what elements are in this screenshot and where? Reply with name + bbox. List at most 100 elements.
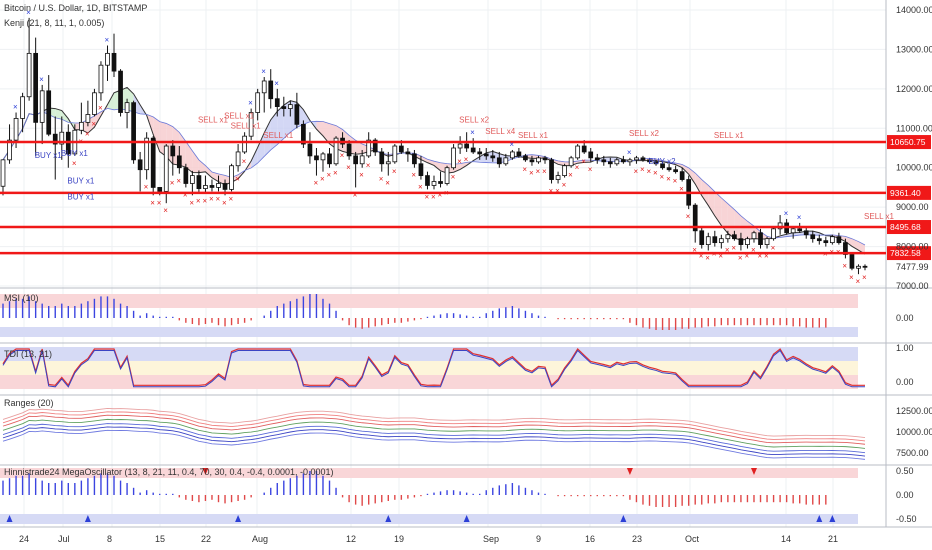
cloud-segment	[355, 140, 363, 155]
sell-marker: ×	[229, 194, 234, 203]
time-axis-tick: Aug	[252, 534, 268, 544]
buy-marker: ×	[104, 35, 109, 44]
last-price-box	[887, 260, 931, 275]
candle	[235, 151, 241, 167]
level-tag-label: 8495.68	[890, 222, 921, 232]
candle	[810, 234, 816, 240]
buy-triangle	[463, 515, 470, 522]
candle	[712, 236, 718, 244]
tdi-line-blue	[2, 349, 865, 388]
cloud-segment	[205, 165, 212, 178]
sell-marker: ×	[549, 186, 554, 195]
candle	[209, 185, 215, 188]
candle	[366, 139, 372, 157]
candle	[372, 139, 378, 153]
sell-marker: ×	[444, 188, 449, 197]
candle	[523, 155, 528, 161]
sell-marker: ×	[758, 252, 763, 261]
buy-triangle	[620, 515, 627, 522]
cloud-segment	[714, 191, 722, 226]
candle	[418, 163, 424, 176]
range-band-line	[2, 429, 866, 460]
range-band-line	[2, 418, 866, 449]
candle	[542, 157, 548, 161]
candle	[549, 159, 554, 180]
ma-slow-line	[2, 107, 866, 246]
sell-marker: ×	[150, 198, 155, 207]
cloud-segment	[734, 209, 741, 241]
time-axis-tick: 24	[19, 534, 29, 544]
sell-marker: ×	[718, 252, 723, 261]
buy-signal: BUY x1	[67, 192, 95, 201]
candle	[529, 159, 535, 163]
msi-panel: 0.00	[0, 294, 914, 337]
tdi-middle-band	[0, 361, 858, 375]
time-axis[interactable]: 24 Jul 8 15 22 Aug 12 19 Sep 9 16 23 Oct 14 21	[19, 534, 838, 544]
cloud-segment	[727, 203, 735, 239]
candle	[248, 112, 254, 137]
ranges-axis-tick: 7500.00	[896, 448, 929, 458]
price-axis[interactable]: 14000.00 13000.00 12000.00 11000.00 10000.00…	[887, 5, 932, 291]
sell-signal: SELL x1	[714, 131, 744, 140]
buy-triangle	[816, 515, 823, 522]
sell-marker: ×	[738, 254, 743, 263]
cloud-segment	[198, 159, 206, 173]
candle	[679, 171, 685, 180]
cloud-segment	[283, 100, 291, 139]
candle	[764, 238, 770, 246]
sell-marker: ×	[176, 177, 181, 186]
candle	[816, 238, 822, 242]
cloud-segment	[270, 111, 278, 150]
sell-marker: ×	[666, 175, 671, 184]
mega-lower-band	[0, 514, 858, 524]
candle	[725, 234, 731, 240]
cloud-segment	[107, 92, 115, 110]
sell-marker: ×	[575, 163, 580, 172]
ranges-axis-tick: 10000.00	[896, 427, 932, 437]
candle	[150, 137, 156, 188]
sell-marker: ×	[366, 161, 371, 170]
buy-marker: ×	[509, 140, 514, 149]
sell-marker: ×	[313, 179, 318, 188]
sell-marker: ×	[78, 137, 83, 146]
range-band-line	[2, 407, 866, 438]
candle	[405, 151, 411, 155]
candle	[562, 165, 567, 177]
cloud-segment	[211, 172, 219, 182]
sell-marker: ×	[836, 248, 841, 257]
sell-triangle	[626, 468, 633, 475]
candle	[673, 169, 678, 173]
msi-upper-band	[0, 294, 858, 308]
buy-signal: BUY x1	[67, 176, 95, 185]
sell-marker: ×	[235, 175, 240, 184]
candle	[503, 157, 509, 165]
cloud-segment	[61, 110, 69, 123]
sell-signal: SELL x2	[629, 129, 659, 138]
msi-axis-tick: 0.00	[896, 313, 914, 323]
sell-marker: ×	[196, 196, 201, 205]
ranges-label: Ranges (20)	[4, 398, 54, 408]
candle	[732, 234, 737, 240]
time-axis-tick: Sep	[483, 534, 499, 544]
candle	[457, 143, 463, 149]
signal-markers: ××××××××××× ××× ××× × × × × × ××××××× × × ××××××× ××…	[13, 8, 867, 286]
candle	[829, 236, 835, 244]
sell-marker: ×	[660, 173, 665, 182]
cloud-segment	[695, 173, 702, 196]
candle	[477, 151, 483, 155]
sell-marker: ×	[392, 167, 397, 176]
sell-marker: ×	[535, 167, 540, 176]
candle	[575, 145, 581, 159]
candle	[581, 145, 587, 153]
sell-marker: ×	[823, 250, 828, 259]
sell-marker: ×	[91, 119, 96, 128]
cloud-segment	[851, 238, 859, 251]
candle	[594, 157, 600, 161]
cloud-segment	[721, 197, 728, 234]
price-axis-tick: 7000.00	[896, 281, 929, 291]
candle	[170, 145, 176, 157]
candle	[392, 145, 398, 163]
sell-marker: ×	[679, 185, 684, 194]
sell-marker: ×	[464, 155, 469, 164]
buy-marker: ×	[797, 213, 802, 222]
